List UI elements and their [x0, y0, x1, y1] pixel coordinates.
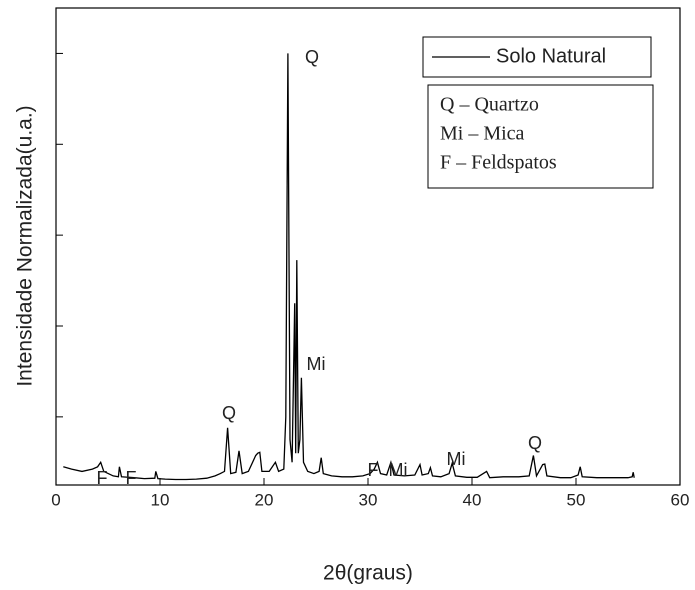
x-tick-label: 10 [151, 490, 170, 509]
x-tick-label: 30 [359, 490, 378, 509]
peak-annotation: F [368, 460, 379, 480]
legend-label: Solo Natural [496, 45, 606, 67]
peak-annotation: Mi [307, 354, 326, 374]
peak-annotation: F [126, 468, 137, 488]
data-line [63, 53, 635, 481]
y-axis-title: Intensidade Normalizada(u.a.) [14, 105, 37, 386]
x-tick-label: 50 [567, 490, 586, 509]
plot-frame [55, 7, 681, 486]
note-text: Mi – Mica [440, 123, 525, 145]
x-tick-label: 40 [463, 490, 482, 509]
peak-annotation: Q [222, 403, 236, 423]
note-text: F – Feldspatos [440, 152, 557, 174]
x-tick-label: 0 [51, 490, 60, 509]
x-axis-title: 2θ(graus) [323, 562, 413, 585]
peak-annotation: Mi [389, 460, 408, 480]
peak-annotation: Mi [447, 449, 466, 469]
x-tick-label: 20 [255, 490, 274, 509]
note-text: Q – Quartzo [440, 94, 539, 116]
notes-box [427, 84, 654, 189]
peak-annotation: Q [528, 433, 542, 453]
x-tick-label: 60 [671, 490, 690, 509]
peak-annotation: Q [305, 47, 319, 67]
peak-annotation: F [97, 468, 108, 488]
